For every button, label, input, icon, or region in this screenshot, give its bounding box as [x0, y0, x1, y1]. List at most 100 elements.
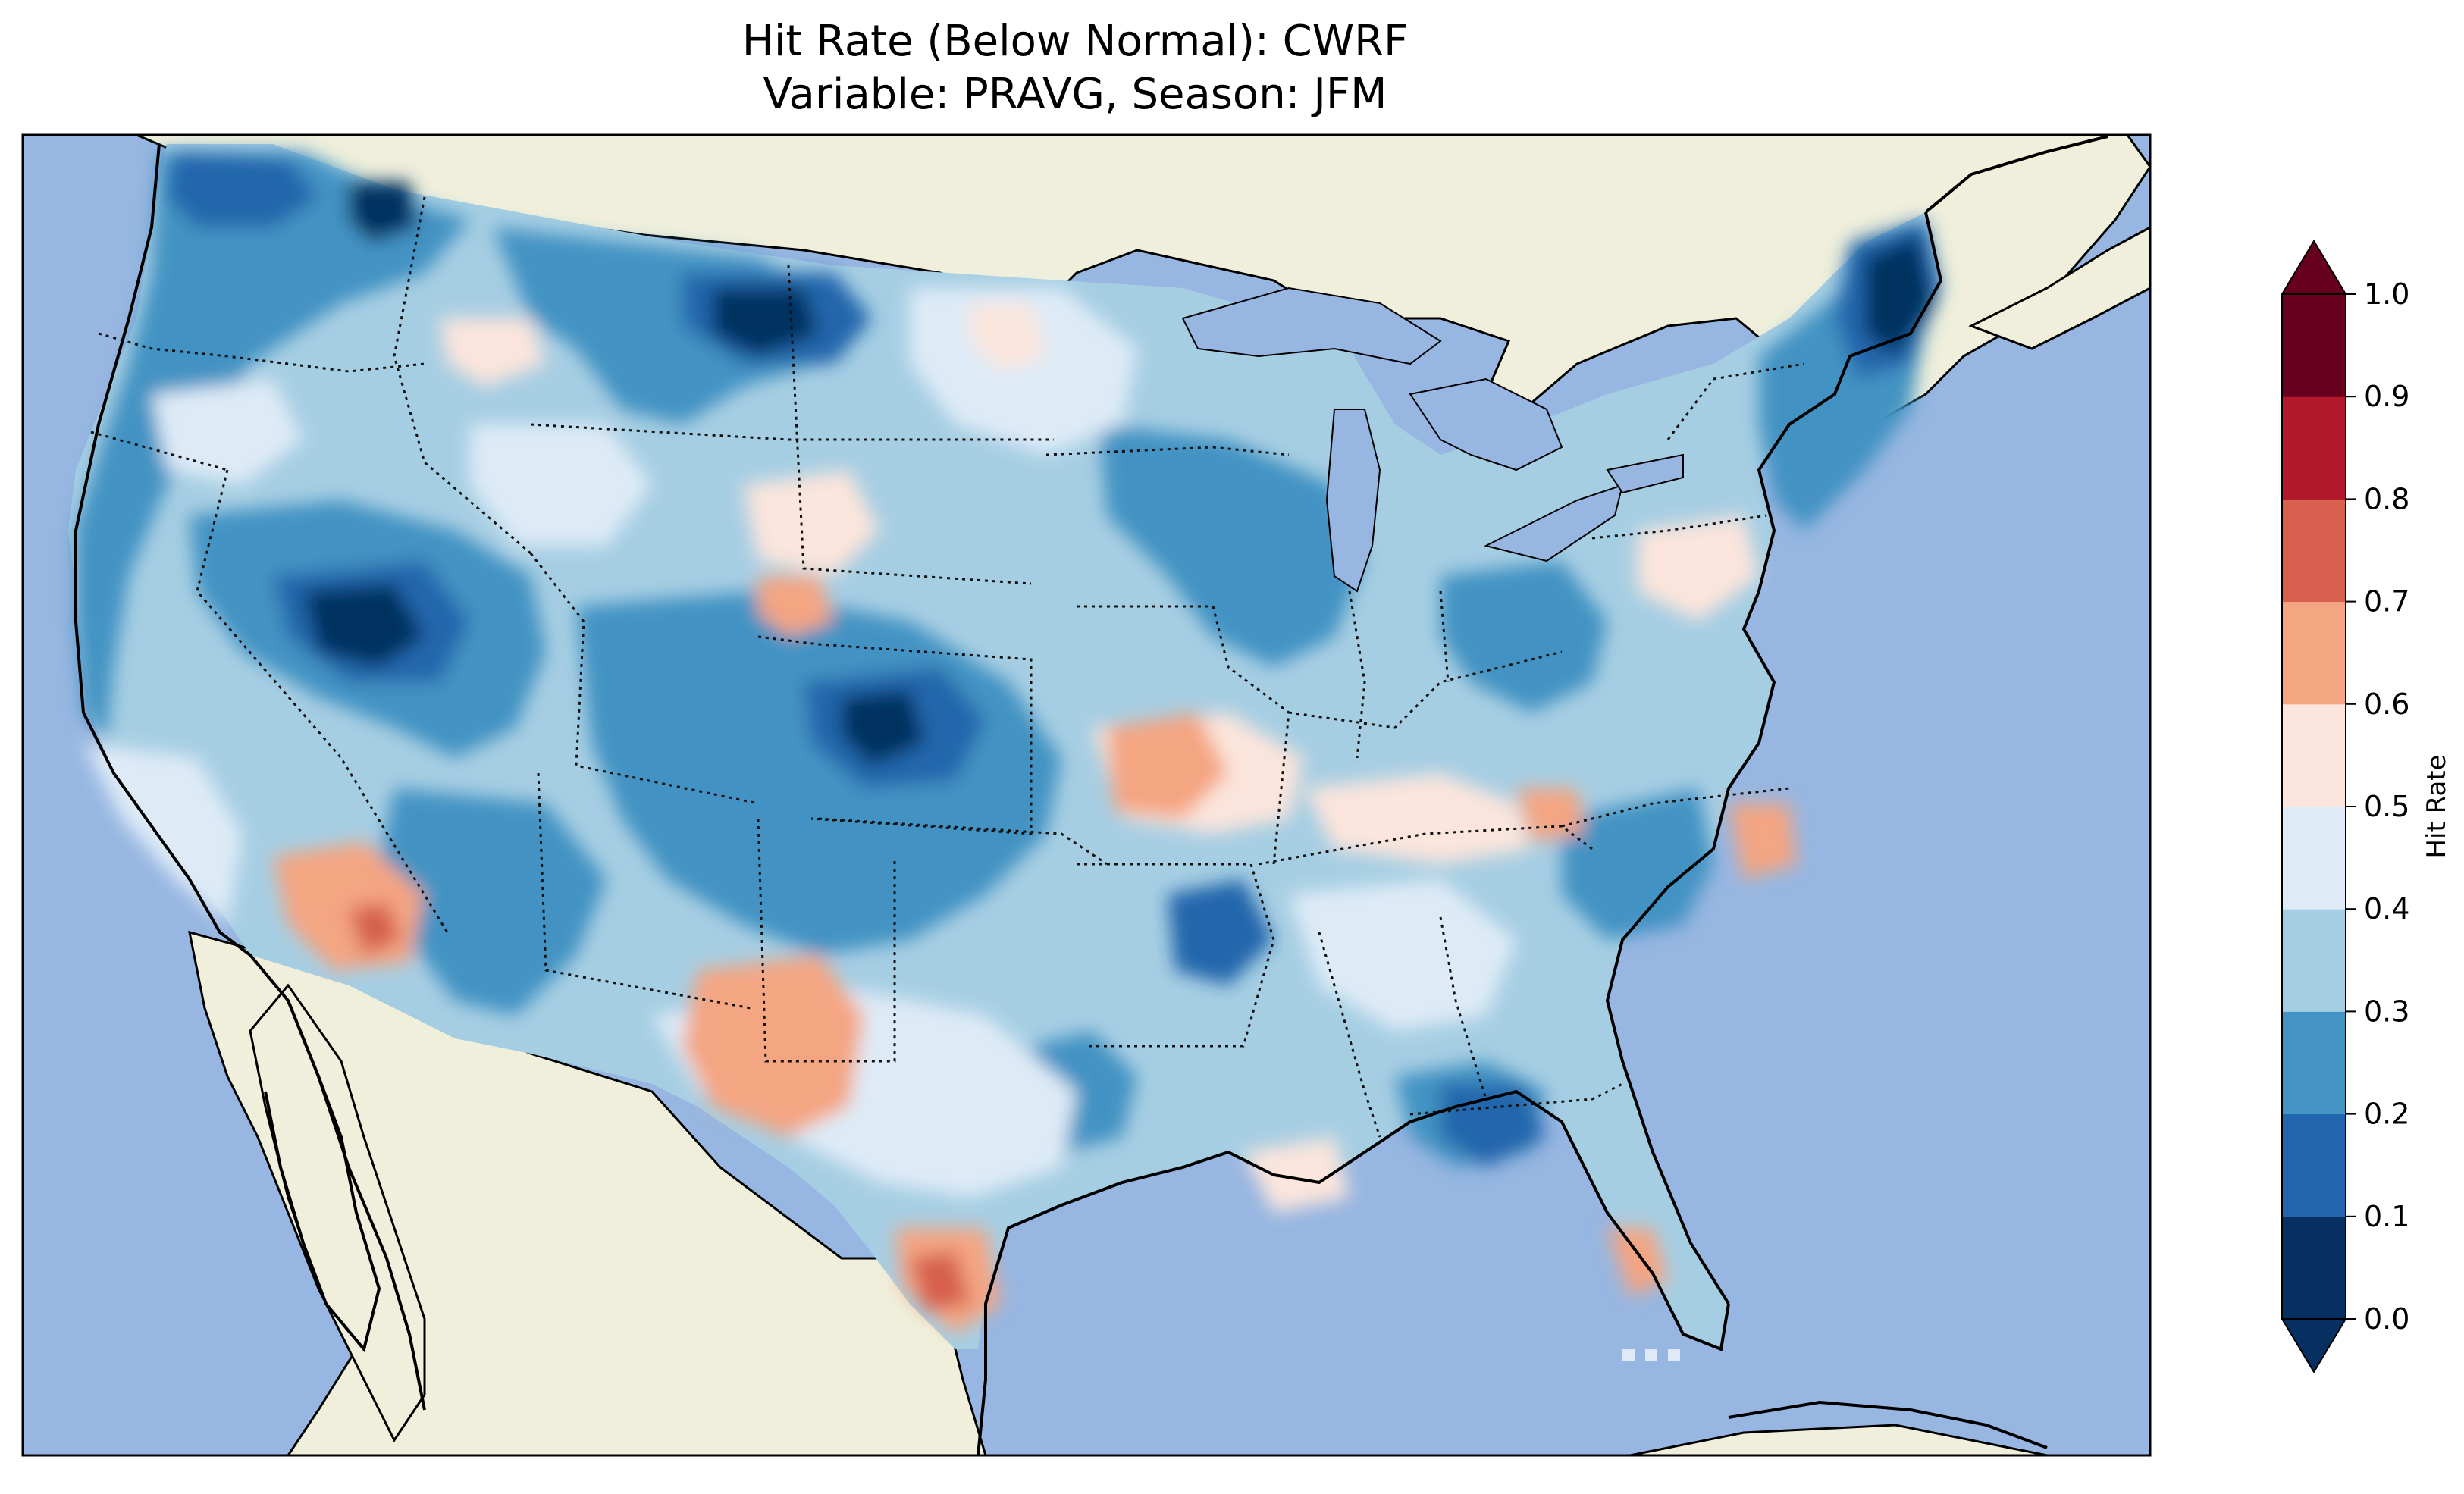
baja-land — [249, 983, 426, 1442]
patch-louisiana-pink — [1243, 1137, 1350, 1213]
patch-montana-darkest — [713, 288, 819, 356]
border-pa — [1591, 514, 1767, 540]
coastlines — [74, 135, 2108, 1455]
colorbar-tick-label: 0.0 — [2364, 1302, 2409, 1336]
coast-atlantic — [1605, 211, 1943, 1305]
colorbar-bin — [2282, 703, 2346, 807]
patch-socal-red — [349, 902, 402, 955]
colorbar-tick-label: 0.4 — [2364, 892, 2409, 926]
patch-midwest — [1099, 424, 1365, 667]
border-in-oh — [1439, 590, 1450, 683]
patch-missouri-salmon — [1107, 713, 1228, 819]
coast-mexico-gulf — [977, 1379, 987, 1455]
patch-pa-pink — [1638, 515, 1759, 622]
coast-pacific — [74, 143, 426, 1411]
nova-scotia-land — [1968, 226, 2150, 350]
border-mo — [1077, 605, 1290, 865]
colorbar-label: Hit Rate — [2422, 754, 2452, 858]
patch-idaho-pink — [440, 318, 546, 387]
border-mn-ia — [1045, 446, 1290, 456]
colorbar-extend-min — [2281, 1318, 2347, 1373]
colorbar-bin — [2282, 601, 2346, 705]
border-il-in — [1348, 590, 1366, 759]
coast-canada-east — [1924, 135, 2108, 214]
border-nv-ca — [196, 469, 449, 933]
colorbar-tick-label: 0.5 — [2364, 790, 2409, 823]
patch-new-mexico-salmon — [682, 955, 864, 1137]
patch-kansas-darkest — [842, 690, 925, 766]
patch-ohio-valley — [1440, 561, 1607, 713]
hit-rate-field — [68, 144, 1941, 1349]
lake-huron — [1409, 377, 1563, 471]
patch-washington-darkest — [349, 182, 417, 243]
border-ks-ok — [818, 817, 1108, 866]
colorbar-tick-label: 0.7 — [2364, 585, 2409, 619]
patch-southwest — [379, 788, 607, 1016]
patch-tennessee-pink — [1304, 773, 1531, 864]
map-title-line-2: Variable: PRAVG, Season: JFM — [763, 70, 1387, 119]
patch-plains-light — [910, 288, 1137, 455]
coast-gulf — [984, 1089, 1730, 1380]
patch-nevada-darkest — [303, 584, 425, 667]
colorbar-bin — [2282, 499, 2346, 603]
colorbar-bin — [2282, 807, 2346, 910]
border-tn-ky — [1258, 825, 1593, 866]
patch-south-light — [1289, 879, 1516, 1031]
lake-ontario — [1606, 453, 1684, 494]
colorbar-bin — [2282, 396, 2346, 500]
patch-florida-salmon — [1607, 1228, 1668, 1296]
colorbar-bin — [2282, 1216, 2346, 1320]
patch-washington-dark — [167, 152, 318, 227]
border-ga-fl — [1409, 1082, 1623, 1116]
border-dakotas — [787, 265, 1032, 585]
hit-rate-patches — [76, 152, 1941, 1334]
great-lakes — [1181, 287, 1684, 593]
coast-baja — [264, 1000, 381, 1353]
border-al-ga — [1439, 916, 1487, 1100]
colorbar-bin — [2282, 1011, 2346, 1115]
colorbar-bin — [2282, 294, 2346, 397]
border-id — [393, 196, 531, 555]
colorbar-bin — [2282, 909, 2346, 1012]
map-title-line-1: Hit Rate (Below Normal): CWRF — [741, 17, 1409, 66]
lake-michigan — [1325, 409, 1381, 593]
cuba-land — [1629, 1424, 2048, 1455]
state-boundaries — [90, 196, 1805, 1138]
border-nm-tx — [757, 818, 896, 1063]
patch-sdakota-salmon — [758, 576, 834, 637]
patch-oregon-light — [152, 379, 303, 485]
border-mt-wy — [530, 423, 1054, 441]
colorbar: 0.0 0.1 0.2 0.3 0.4 0.5 0.6 0.7 0.8 0.9 1.0 Hit Rat… — [2281, 240, 2452, 1373]
coast-cuba — [1728, 1400, 2048, 1449]
lake-superior — [1181, 287, 1442, 365]
colorbar-tick-label: 0.9 — [2364, 380, 2409, 413]
patch-nc-salmon — [1729, 803, 1797, 879]
patch-nd-pink — [970, 303, 1046, 371]
patch-pacific-nw — [76, 152, 470, 743]
map-panel — [23, 135, 2150, 1455]
patch-texas-red — [910, 1251, 970, 1311]
colorbar-tick-label: 0.8 — [2364, 482, 2409, 515]
patch-idaho-light — [470, 424, 652, 546]
patch-southeast — [1562, 788, 1713, 940]
border-or-wa — [98, 332, 425, 373]
colorbar-tick-label: 0.6 — [2364, 687, 2409, 721]
colorbar-bin — [2282, 1113, 2346, 1217]
florida-keys-cells — [1622, 1349, 1680, 1361]
border-nc-va — [1561, 787, 1790, 828]
border-ny — [1666, 362, 1805, 440]
colorbar-tick-label: 1.0 — [2364, 277, 2409, 311]
border-az-nm — [537, 772, 751, 1010]
colorbar-tick-label: 0.1 — [2364, 1200, 2409, 1233]
patch-arkansas-dark — [1168, 879, 1274, 985]
lake-erie — [1484, 484, 1624, 562]
border-co — [757, 635, 1033, 835]
land-masses — [136, 135, 2150, 1455]
colorbar-tick-label: 0.3 — [2364, 994, 2409, 1028]
border-ms-al — [1318, 932, 1381, 1138]
patch-sc-salmon — [1516, 788, 1585, 841]
border-or-ca — [90, 431, 228, 471]
colorbar-extend-max — [2281, 240, 2347, 295]
colorbar-tick-label: 0.2 — [2364, 1098, 2409, 1131]
